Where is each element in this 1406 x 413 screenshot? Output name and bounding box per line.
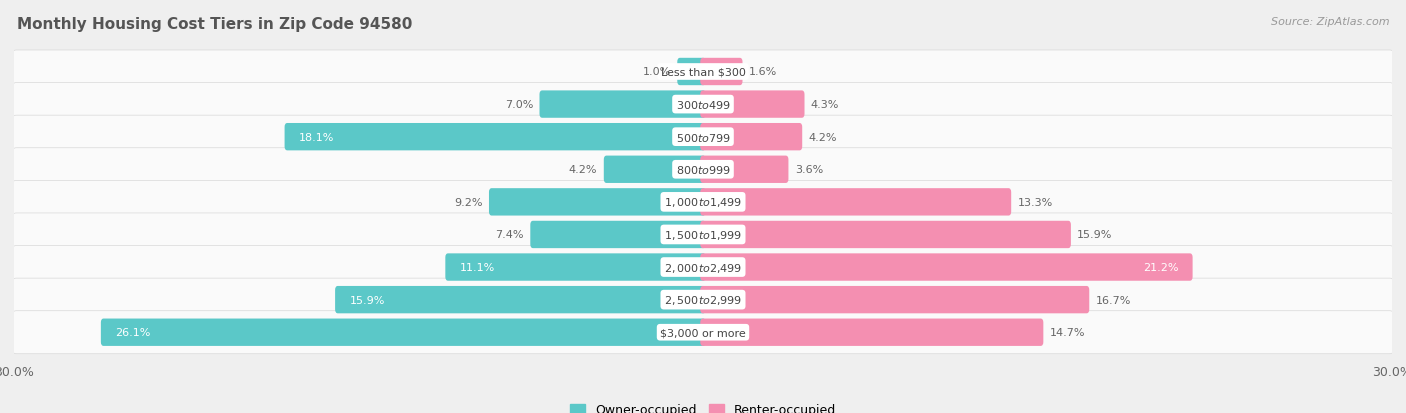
- Text: 15.9%: 15.9%: [1077, 230, 1112, 240]
- Text: $3,000 or more: $3,000 or more: [661, 328, 745, 337]
- FancyBboxPatch shape: [11, 51, 1395, 94]
- Text: 14.7%: 14.7%: [1050, 328, 1085, 337]
- Text: 26.1%: 26.1%: [115, 328, 150, 337]
- FancyBboxPatch shape: [530, 221, 706, 249]
- FancyBboxPatch shape: [678, 59, 706, 86]
- FancyBboxPatch shape: [700, 156, 789, 183]
- Text: $300 to $499: $300 to $499: [675, 99, 731, 111]
- Text: 4.3%: 4.3%: [811, 100, 839, 110]
- Text: 4.2%: 4.2%: [569, 165, 598, 175]
- Text: 7.4%: 7.4%: [495, 230, 524, 240]
- FancyBboxPatch shape: [700, 59, 742, 86]
- FancyBboxPatch shape: [700, 91, 804, 119]
- FancyBboxPatch shape: [540, 91, 706, 119]
- Text: $2,500 to $2,999: $2,500 to $2,999: [664, 293, 742, 306]
- Text: 1.0%: 1.0%: [643, 67, 671, 77]
- FancyBboxPatch shape: [101, 319, 706, 346]
- Text: 13.3%: 13.3%: [1018, 197, 1053, 207]
- FancyBboxPatch shape: [11, 214, 1395, 256]
- Text: Source: ZipAtlas.com: Source: ZipAtlas.com: [1271, 17, 1389, 26]
- FancyBboxPatch shape: [11, 83, 1395, 126]
- FancyBboxPatch shape: [284, 123, 706, 151]
- Text: 16.7%: 16.7%: [1095, 295, 1130, 305]
- Text: 9.2%: 9.2%: [454, 197, 482, 207]
- FancyBboxPatch shape: [700, 254, 1192, 281]
- FancyBboxPatch shape: [489, 189, 706, 216]
- Text: $800 to $999: $800 to $999: [675, 164, 731, 176]
- Text: 1.6%: 1.6%: [749, 67, 778, 77]
- FancyBboxPatch shape: [700, 221, 1071, 249]
- FancyBboxPatch shape: [446, 254, 706, 281]
- Text: 7.0%: 7.0%: [505, 100, 533, 110]
- Text: 21.2%: 21.2%: [1143, 262, 1178, 273]
- FancyBboxPatch shape: [11, 181, 1395, 224]
- Text: $1,500 to $1,999: $1,500 to $1,999: [664, 228, 742, 241]
- Text: 4.2%: 4.2%: [808, 132, 837, 142]
- Text: 18.1%: 18.1%: [299, 132, 335, 142]
- Text: 3.6%: 3.6%: [794, 165, 823, 175]
- FancyBboxPatch shape: [11, 311, 1395, 354]
- FancyBboxPatch shape: [11, 116, 1395, 159]
- FancyBboxPatch shape: [11, 246, 1395, 289]
- FancyBboxPatch shape: [700, 319, 1043, 346]
- Legend: Owner-occupied, Renter-occupied: Owner-occupied, Renter-occupied: [569, 403, 837, 413]
- FancyBboxPatch shape: [11, 278, 1395, 321]
- FancyBboxPatch shape: [700, 189, 1011, 216]
- FancyBboxPatch shape: [700, 123, 803, 151]
- Text: $2,000 to $2,499: $2,000 to $2,499: [664, 261, 742, 274]
- Text: $500 to $799: $500 to $799: [675, 131, 731, 143]
- Text: Monthly Housing Cost Tiers in Zip Code 94580: Monthly Housing Cost Tiers in Zip Code 9…: [17, 17, 412, 31]
- Text: $1,000 to $1,499: $1,000 to $1,499: [664, 196, 742, 209]
- FancyBboxPatch shape: [700, 286, 1090, 313]
- FancyBboxPatch shape: [603, 156, 706, 183]
- FancyBboxPatch shape: [11, 148, 1395, 191]
- Text: 15.9%: 15.9%: [349, 295, 385, 305]
- FancyBboxPatch shape: [335, 286, 706, 313]
- Text: Less than $300: Less than $300: [661, 67, 745, 77]
- Text: 11.1%: 11.1%: [460, 262, 495, 273]
